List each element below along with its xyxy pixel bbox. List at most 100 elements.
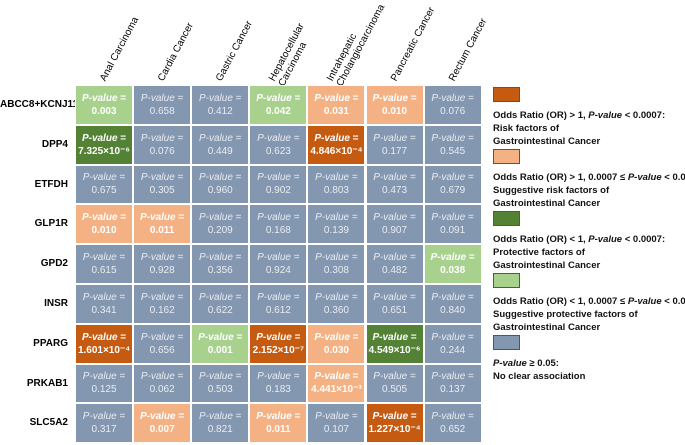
cell-label: P-value =: [140, 252, 184, 264]
cell-label: P-value =: [373, 132, 416, 144]
heatmap-cell: P-value = 0.031: [307, 85, 366, 125]
cell-value: 0.907: [382, 225, 408, 237]
cell-label: P-value =: [373, 371, 416, 383]
cell-value: 1.227×10⁻⁴: [368, 424, 421, 436]
cell-value: 0.505: [382, 384, 408, 396]
legend-text: Odds Ratio (OR) > 1, P-value < 0.0007:: [493, 110, 666, 121]
cell-label: P-value =: [198, 371, 242, 383]
cell-label: P-value =: [82, 291, 126, 303]
heatmap-cell: P-value = 0.473: [365, 164, 424, 205]
cell-label: P-value =: [256, 411, 301, 423]
cell-label: P-value =: [315, 411, 358, 423]
cell-label: P-value =: [256, 92, 301, 104]
cell-value: 0.038: [440, 265, 466, 277]
cell-value: 0.305: [149, 185, 175, 197]
cell-value: 0.545: [440, 145, 466, 157]
heatmap-cell: P-value = 0.137: [423, 363, 482, 404]
cell-label: P-value =: [140, 212, 185, 224]
cell-value: 0.030: [323, 344, 349, 356]
cell-value: 0.010: [382, 105, 408, 117]
heatmap-cell: P-value = 0.183: [249, 363, 308, 404]
cell-value: 0.612: [265, 304, 291, 316]
cell-label: P-value =: [431, 132, 474, 144]
cell-label: P-value =: [198, 212, 242, 224]
legend-swatch: [493, 149, 520, 164]
heatmap-cell: P-value = 0.076: [423, 85, 482, 125]
row-header: ETFDH: [34, 178, 68, 190]
cell-value: 0.615: [91, 265, 117, 277]
heatmap-cell: P-value = 0.038: [423, 244, 482, 284]
cell-label: P-value =: [256, 331, 301, 343]
heatmap-cell: P-value = 4.549×10⁻⁶: [365, 323, 424, 364]
heatmap-cell: P-value = 0.803: [307, 164, 366, 205]
cell-value: 0.001: [207, 344, 233, 356]
cell-label: P-value =: [431, 92, 474, 104]
heatmap-cell: P-value = 0.821: [191, 403, 250, 444]
cell-value: 0.840: [440, 304, 466, 316]
cell-label: P-value =: [431, 411, 474, 423]
heatmap-cell: P-value = 0.162: [133, 284, 192, 324]
heatmap-cell: P-value = 0.125: [75, 363, 134, 404]
heatmap-cell: P-value = 0.076: [133, 124, 192, 165]
heatmap-cell: P-value = 0.011: [249, 403, 308, 444]
heatmap-cell: P-value = 2.152×10⁻⁷: [249, 323, 308, 364]
cell-value: 0.137: [440, 384, 466, 396]
legend-text: Suggestive risk factors of: [493, 185, 610, 196]
row-header: GPD2: [40, 258, 68, 270]
cell-label: P-value =: [314, 331, 359, 343]
heatmap-cell: P-value = 1.227×10⁻⁴: [365, 403, 424, 444]
cell-value: 0.168: [265, 225, 291, 237]
cell-label: P-value =: [140, 132, 184, 144]
cell-label: P-value =: [431, 371, 474, 383]
cell-value: 0.679: [440, 185, 466, 197]
cell-value: 2.152×10⁻⁷: [252, 344, 305, 356]
heatmap-cell: P-value = 0.209: [191, 204, 250, 245]
cell-label: P-value =: [81, 92, 127, 104]
legend-text: Gastrointestinal Cancer: [493, 136, 601, 147]
heatmap-cell: P-value = 0.503: [191, 363, 250, 404]
heatmap-cell: P-value = 0.042: [249, 85, 308, 125]
cell-label: P-value =: [373, 212, 416, 224]
cell-label: P-value =: [257, 371, 300, 383]
legend-text: Gastrointestinal Cancer: [493, 198, 601, 209]
cell-label: P-value =: [430, 252, 475, 264]
heatmap-cell: P-value = 0.168: [249, 204, 308, 245]
cell-label: P-value =: [257, 291, 300, 303]
heatmap-cell: P-value = 0.907: [365, 204, 424, 245]
heatmap-cell: P-value = 0.545: [423, 124, 482, 165]
heatmap-cell: P-value = 0.505: [365, 363, 424, 404]
cell-value: 0.658: [149, 105, 175, 117]
cell-value: 0.010: [91, 225, 117, 237]
cell-label: P-value =: [431, 331, 474, 343]
legend-text: Protective factors of: [493, 247, 585, 258]
heatmap-cell: P-value = 0.651: [365, 284, 424, 324]
cell-value: 0.341: [91, 304, 117, 316]
heatmap-cell: P-value = 0.356: [191, 244, 250, 284]
cell-label: P-value =: [257, 172, 300, 184]
heatmap-cell: P-value = 0.652: [423, 403, 482, 444]
cell-label: P-value =: [82, 371, 126, 383]
cell-value: 0.244: [440, 344, 466, 356]
row-header: PPARG: [33, 337, 68, 349]
cell-value: 0.076: [149, 145, 175, 157]
column-header: Pancreatic Cancer: [388, 5, 437, 84]
cell-label: P-value =: [81, 331, 127, 343]
cell-value: 0.821: [207, 424, 233, 436]
cell-value: 0.675: [91, 185, 117, 197]
heatmap-cell: P-value = 0.658: [133, 85, 192, 125]
cell-label: P-value =: [140, 331, 184, 343]
cell-value: 7.325×10⁻⁶: [78, 145, 130, 157]
heatmap-cell: P-value = 0.960: [191, 164, 250, 205]
heatmap-cell: P-value = 4.846×10⁻⁴: [307, 124, 366, 165]
heatmap-cell: P-value = 7.325×10⁻⁶: [75, 124, 134, 165]
heatmap-cell: P-value = 0.924: [249, 244, 308, 284]
cell-label: P-value =: [315, 252, 358, 264]
legend-swatch: [493, 87, 520, 102]
column-header: Rectum Cancer: [446, 16, 489, 84]
cell-value: 1.601×10⁻⁴: [77, 344, 131, 356]
cell-label: P-value =: [82, 411, 126, 423]
cell-label: P-value =: [140, 172, 184, 184]
cell-label: P-value =: [198, 252, 242, 264]
cell-value: 0.622: [207, 304, 233, 316]
